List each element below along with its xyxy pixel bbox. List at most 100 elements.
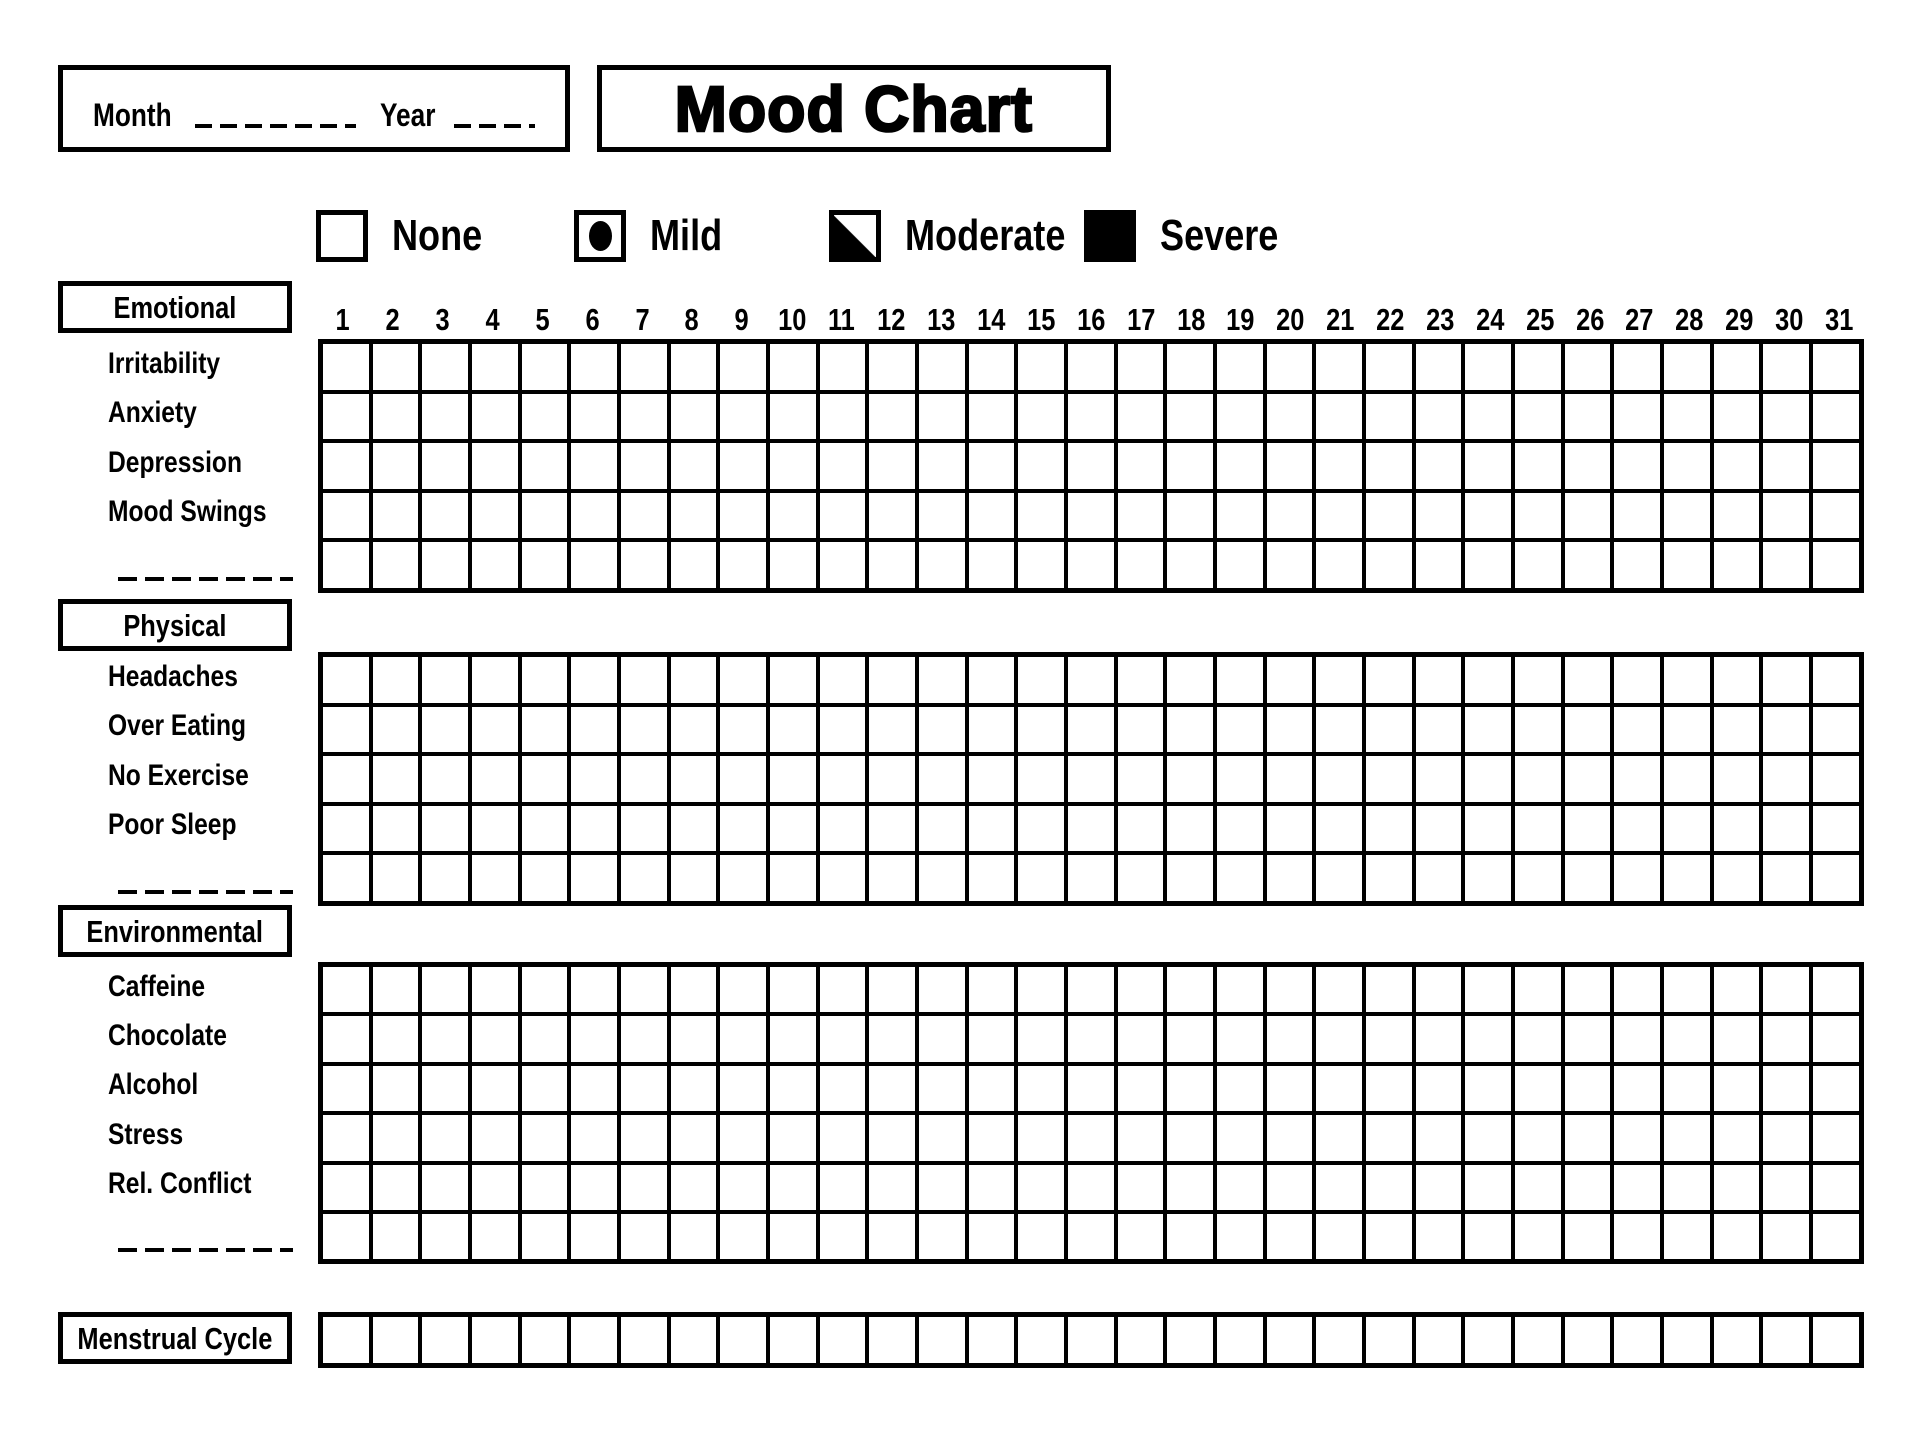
grid-cell-environmental-r2-day21[interactable] xyxy=(1314,1014,1365,1064)
grid-cell-emotional-r3-day3[interactable] xyxy=(420,441,471,491)
grid-cell-emotional-r3-day16[interactable] xyxy=(1066,441,1116,491)
grid-cell-physical-r3-day4[interactable] xyxy=(470,754,520,804)
grid-cell-environmental-r6-day19[interactable] xyxy=(1215,1212,1265,1262)
grid-cell-physical-r3-day7[interactable] xyxy=(619,754,669,804)
grid-cell-emotional-r1-day16[interactable] xyxy=(1066,342,1116,392)
grid-cell-emotional-r2-day12[interactable] xyxy=(867,391,918,441)
grid-cell-environmental-r3-day31[interactable] xyxy=(1811,1063,1861,1114)
grid-cell-physical-r3-day20[interactable] xyxy=(1264,754,1315,804)
grid-cell-emotional-r5-day26[interactable] xyxy=(1562,540,1613,590)
grid-cell-environmental-r2-day24[interactable] xyxy=(1463,1014,1514,1064)
grid-cell-environmental-r6-day11[interactable] xyxy=(817,1212,868,1262)
grid-cell-environmental-r5-day7[interactable] xyxy=(619,1162,669,1213)
grid-cell-physical-r2-day7[interactable] xyxy=(619,704,669,754)
grid-cell-emotional-r3-day4[interactable] xyxy=(470,441,520,491)
grid-cell-physical-r2-day8[interactable] xyxy=(668,704,719,754)
grid-cell-environmental-r4-day13[interactable] xyxy=(917,1113,967,1163)
grid-cell-physical-r2-day15[interactable] xyxy=(1016,704,1067,754)
grid-cell-environmental-r2-day12[interactable] xyxy=(867,1014,918,1064)
grid-cell-physical-r5-day15[interactable] xyxy=(1016,853,1067,903)
grid-cell-environmental-r1-day29[interactable] xyxy=(1711,965,1762,1015)
grid-cell-physical-r4-day19[interactable] xyxy=(1215,803,1265,853)
grid-cell-environmental-r2-day10[interactable] xyxy=(768,1014,818,1064)
grid-cell-emotional-r2-day29[interactable] xyxy=(1711,391,1762,441)
grid-cell-physical-r2-day27[interactable] xyxy=(1612,704,1663,754)
grid-cell-emotional-r1-day1[interactable] xyxy=(321,342,371,392)
grid-cell-emotional-r4-day23[interactable] xyxy=(1413,490,1464,540)
grid-cell-emotional-r3-day30[interactable] xyxy=(1761,441,1812,491)
grid-cell-environmental-r1-day5[interactable] xyxy=(519,965,570,1015)
grid-cell-environmental-r5-day3[interactable] xyxy=(420,1162,471,1213)
grid-cell-physical-r4-day22[interactable] xyxy=(1364,803,1414,853)
grid-cell-physical-r5-day17[interactable] xyxy=(1115,853,1166,903)
grid-cell-emotional-r3-day31[interactable] xyxy=(1811,441,1861,491)
grid-cell-environmental-r5-day12[interactable] xyxy=(867,1162,918,1213)
grid-cell-menstrual-cycle-r1-day7[interactable] xyxy=(619,1315,669,1365)
grid-cell-physical-r2-day31[interactable] xyxy=(1811,704,1861,754)
grid-cell-menstrual-cycle-r1-day26[interactable] xyxy=(1562,1315,1613,1365)
grid-cell-environmental-r5-day22[interactable] xyxy=(1364,1162,1414,1213)
grid-cell-physical-r3-day2[interactable] xyxy=(370,754,421,804)
grid-cell-physical-r4-day29[interactable] xyxy=(1711,803,1762,853)
grid-cell-emotional-r2-day30[interactable] xyxy=(1761,391,1812,441)
grid-cell-physical-r5-day20[interactable] xyxy=(1264,853,1315,903)
custom-row-fill-line[interactable] xyxy=(118,889,293,894)
grid-cell-physical-r2-day14[interactable] xyxy=(966,704,1017,754)
grid-cell-physical-r3-day16[interactable] xyxy=(1066,754,1116,804)
grid-cell-environmental-r3-day7[interactable] xyxy=(619,1063,669,1114)
grid-cell-environmental-r2-day22[interactable] xyxy=(1364,1014,1414,1064)
grid-cell-environmental-r2-day17[interactable] xyxy=(1115,1014,1166,1064)
grid-cell-physical-r4-day2[interactable] xyxy=(370,803,421,853)
grid-cell-physical-r2-day30[interactable] xyxy=(1761,704,1812,754)
grid-cell-environmental-r4-day1[interactable] xyxy=(321,1113,371,1163)
grid-cell-emotional-r5-day16[interactable] xyxy=(1066,540,1116,590)
grid-cell-environmental-r6-day29[interactable] xyxy=(1711,1212,1762,1262)
grid-cell-environmental-r1-day20[interactable] xyxy=(1264,965,1315,1015)
grid-cell-physical-r2-day16[interactable] xyxy=(1066,704,1116,754)
grid-cell-environmental-r5-day11[interactable] xyxy=(817,1162,868,1213)
grid-cell-emotional-r2-day13[interactable] xyxy=(917,391,967,441)
grid-cell-menstrual-cycle-r1-day1[interactable] xyxy=(321,1315,371,1365)
grid-cell-environmental-r2-day26[interactable] xyxy=(1562,1014,1613,1064)
grid-cell-emotional-r2-day22[interactable] xyxy=(1364,391,1414,441)
grid-cell-environmental-r3-day13[interactable] xyxy=(917,1063,967,1114)
custom-row-fill-line[interactable] xyxy=(118,1248,293,1253)
grid-cell-menstrual-cycle-r1-day12[interactable] xyxy=(867,1315,918,1365)
grid-cell-emotional-r3-day9[interactable] xyxy=(718,441,769,491)
grid-cell-emotional-r4-day7[interactable] xyxy=(619,490,669,540)
grid-cell-physical-r5-day3[interactable] xyxy=(420,853,471,903)
grid-cell-environmental-r2-day11[interactable] xyxy=(817,1014,868,1064)
grid-cell-physical-r1-day26[interactable] xyxy=(1562,655,1613,705)
grid-cell-environmental-r2-day4[interactable] xyxy=(470,1014,520,1064)
grid-cell-physical-r4-day28[interactable] xyxy=(1662,803,1712,853)
grid-cell-physical-r1-day13[interactable] xyxy=(917,655,967,705)
grid-cell-physical-r4-day20[interactable] xyxy=(1264,803,1315,853)
grid-cell-environmental-r4-day10[interactable] xyxy=(768,1113,818,1163)
grid-cell-environmental-r2-day8[interactable] xyxy=(668,1014,719,1064)
grid-cell-physical-r5-day29[interactable] xyxy=(1711,853,1762,903)
grid-cell-physical-r3-day27[interactable] xyxy=(1612,754,1663,804)
grid-cell-physical-r3-day22[interactable] xyxy=(1364,754,1414,804)
grid-cell-environmental-r2-day5[interactable] xyxy=(519,1014,570,1064)
grid-cell-menstrual-cycle-r1-day4[interactable] xyxy=(470,1315,520,1365)
grid-cell-physical-r2-day13[interactable] xyxy=(917,704,967,754)
grid-cell-environmental-r4-day9[interactable] xyxy=(718,1113,769,1163)
grid-cell-emotional-r3-day8[interactable] xyxy=(668,441,719,491)
grid-cell-emotional-r5-day3[interactable] xyxy=(420,540,471,590)
grid-cell-emotional-r5-day6[interactable] xyxy=(569,540,620,590)
grid-cell-physical-r3-day28[interactable] xyxy=(1662,754,1712,804)
grid-cell-emotional-r4-day4[interactable] xyxy=(470,490,520,540)
grid-cell-physical-r1-day10[interactable] xyxy=(768,655,818,705)
grid-cell-environmental-r4-day14[interactable] xyxy=(966,1113,1017,1163)
grid-cell-environmental-r1-day4[interactable] xyxy=(470,965,520,1015)
grid-cell-physical-r2-day6[interactable] xyxy=(569,704,620,754)
grid-cell-environmental-r6-day14[interactable] xyxy=(966,1212,1017,1262)
grid-cell-physical-r1-day4[interactable] xyxy=(470,655,520,705)
grid-cell-environmental-r2-day2[interactable] xyxy=(370,1014,421,1064)
grid-cell-emotional-r1-day15[interactable] xyxy=(1016,342,1067,392)
grid-cell-environmental-r4-day24[interactable] xyxy=(1463,1113,1514,1163)
grid-cell-physical-r4-day15[interactable] xyxy=(1016,803,1067,853)
grid-cell-physical-r3-day5[interactable] xyxy=(519,754,570,804)
grid-cell-environmental-r4-day23[interactable] xyxy=(1413,1113,1464,1163)
grid-cell-environmental-r5-day19[interactable] xyxy=(1215,1162,1265,1213)
